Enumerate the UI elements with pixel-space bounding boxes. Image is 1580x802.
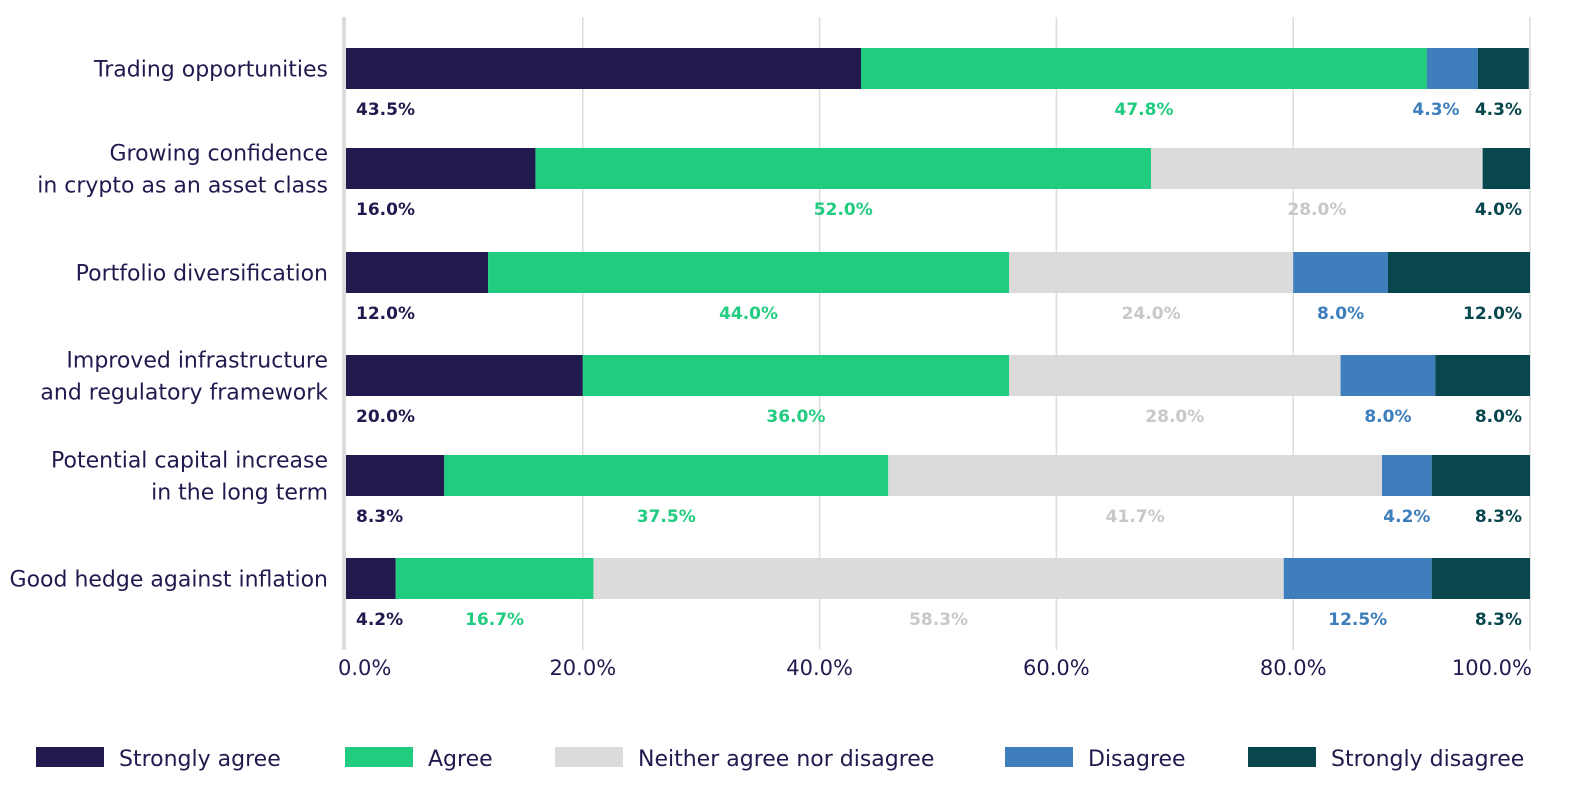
x-tick-label: 100.0%: [1452, 656, 1532, 680]
legend-swatch: [555, 747, 623, 767]
data-label: 41.7%: [1106, 507, 1165, 527]
bar-segment: [1009, 252, 1294, 293]
bar-segment: [1431, 558, 1530, 599]
bar-segment: [888, 455, 1382, 496]
legend-swatch: [345, 747, 413, 767]
bar-segment: [1431, 455, 1530, 496]
data-label: 28.0%: [1145, 407, 1204, 427]
data-label: 8.0%: [1475, 407, 1522, 427]
bar-segment: [861, 48, 1427, 89]
data-labels: 43.5% 47.8% 4.3% 4.3% 16.0% 52.0% 28.0% 4.0% 12.…: [356, 100, 1522, 630]
legend-label: Strongly disagree: [1331, 747, 1524, 772]
legend-swatch: [1248, 747, 1316, 767]
data-label: 28.0%: [1287, 200, 1346, 220]
data-label: 8.0%: [1364, 407, 1411, 427]
data-label: 8.3%: [356, 507, 403, 527]
category-label: and regulatory framework: [40, 381, 328, 406]
bar-segment: [1435, 355, 1530, 396]
bar-segment: [346, 148, 536, 189]
data-label: 58.3%: [909, 610, 968, 630]
data-label: 47.8%: [1115, 100, 1174, 120]
bar-segment: [1482, 148, 1530, 189]
data-label: 20.0%: [356, 407, 415, 427]
data-label: 36.0%: [766, 407, 825, 427]
category-label: Good hedge against inflation: [10, 568, 328, 593]
data-label: 37.5%: [637, 507, 696, 527]
legend-label: Neither agree nor disagree: [638, 747, 934, 772]
data-label: 43.5%: [356, 100, 415, 120]
data-label: 16.0%: [356, 200, 415, 220]
bar-segment: [346, 455, 445, 496]
category-label: Potential capital increase: [51, 449, 328, 474]
category-label: Portfolio diversification: [76, 262, 328, 287]
data-label: 12.5%: [1328, 610, 1387, 630]
data-label: 4.2%: [1383, 507, 1430, 527]
category-label: in crypto as an asset class: [37, 174, 328, 199]
category-label: in the long term: [151, 481, 328, 506]
bar-segment: [1382, 455, 1432, 496]
bar-segment: [1293, 252, 1388, 293]
x-tick-label: 80.0%: [1260, 656, 1327, 680]
bar-segment: [346, 355, 583, 396]
data-label: 4.3%: [1412, 100, 1459, 120]
bar-segment: [1477, 48, 1529, 89]
x-axis-ticks: 0.0% 20.0% 40.0% 60.0% 80.0% 100.0%: [338, 656, 1532, 680]
gridlines: [342, 17, 1531, 650]
bar-segment: [1426, 48, 1478, 89]
bar-segment: [535, 148, 1152, 189]
data-label: 8.0%: [1317, 304, 1364, 324]
bar-segment: [395, 558, 594, 599]
data-label: 24.0%: [1122, 304, 1181, 324]
bar-segment: [1283, 558, 1432, 599]
bar-segment: [582, 355, 1010, 396]
category-label: Trading opportunities: [93, 58, 328, 83]
x-tick-label: 20.0%: [549, 656, 616, 680]
legend-label: Disagree: [1088, 747, 1186, 772]
bar-segment: [1151, 148, 1483, 189]
legend-label: Strongly agree: [119, 747, 281, 772]
data-label: 16.7%: [465, 610, 524, 630]
category-label: Growing confidence: [109, 142, 328, 167]
data-label: 4.3%: [1475, 100, 1522, 120]
data-label: 12.0%: [1463, 304, 1522, 324]
data-label: 52.0%: [814, 200, 873, 220]
bar-segment: [593, 558, 1284, 599]
category-label: Improved infrastructure: [66, 349, 328, 374]
bar-segment: [1340, 355, 1436, 396]
x-tick-label: 60.0%: [1023, 656, 1090, 680]
x-tick-label: 40.0%: [786, 656, 853, 680]
bar-segment: [346, 48, 862, 89]
bar-segment: [346, 252, 489, 293]
data-label: 8.3%: [1475, 507, 1522, 527]
bar-segment: [1009, 355, 1341, 396]
data-label: 4.2%: [356, 610, 403, 630]
legend-swatch: [36, 747, 104, 767]
bar-segment: [346, 558, 396, 599]
y-axis-line: [342, 17, 346, 650]
legend-swatch: [1005, 747, 1073, 767]
x-tick-label: 0.0%: [338, 656, 391, 680]
bars: [346, 48, 1530, 599]
bar-segment: [1387, 252, 1530, 293]
data-label: 4.0%: [1475, 200, 1522, 220]
bar-segment: [444, 455, 889, 496]
legend-label: Agree: [428, 747, 493, 772]
data-label: 12.0%: [356, 304, 415, 324]
category-labels: Trading opportunities Growing confidence i…: [10, 58, 329, 593]
data-label: 44.0%: [719, 304, 778, 324]
legend: Strongly agree Agree Neither agree nor dis…: [36, 747, 1524, 772]
data-label: 8.3%: [1475, 610, 1522, 630]
bar-segment: [488, 252, 1010, 293]
